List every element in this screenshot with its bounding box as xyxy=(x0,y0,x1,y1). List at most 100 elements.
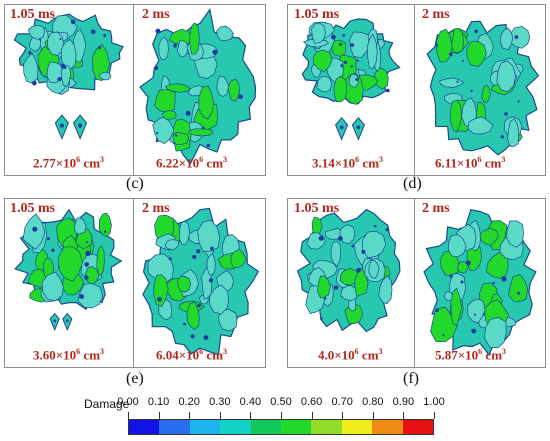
mesh-cell xyxy=(206,253,216,276)
damage-spot xyxy=(342,34,346,37)
mesh-cell xyxy=(333,75,348,103)
colorbar-tick xyxy=(189,412,191,419)
mesh-cell xyxy=(178,220,190,246)
damage-spot xyxy=(185,110,191,116)
damage-spot xyxy=(86,241,89,244)
colorbar-swatch xyxy=(129,420,160,434)
colorbar-tick xyxy=(372,412,374,419)
damage-spot xyxy=(318,235,324,241)
mesh-cell xyxy=(177,276,191,293)
damage-spot xyxy=(339,125,344,130)
colorbar-tick-label: 0.80 xyxy=(362,396,384,408)
damage-spot xyxy=(517,100,520,103)
damage-spot xyxy=(32,226,38,232)
mesh-cell xyxy=(60,38,77,70)
damage-spot xyxy=(32,80,37,86)
panel-caption: (c) xyxy=(126,175,144,192)
damage-spot xyxy=(210,246,214,251)
mesh-cell xyxy=(41,271,64,302)
volume-label: 3.14×106 cm3 xyxy=(312,155,384,171)
time-label: 1.05 ms xyxy=(10,7,56,22)
mesh-cell xyxy=(164,83,191,93)
mesh-cell xyxy=(58,246,83,282)
damage-spot xyxy=(59,123,64,128)
mesh-cell xyxy=(27,24,45,40)
mesh-cell xyxy=(368,260,380,279)
time-label: 2 ms xyxy=(422,201,450,216)
damage-spot xyxy=(471,328,477,334)
colorbar-tick xyxy=(250,412,252,419)
damage-spot xyxy=(356,59,359,62)
damage-spot xyxy=(320,317,323,320)
colorbar-tick xyxy=(434,412,435,419)
panel-f-late: 2 ms 5.87×106 cm3 xyxy=(415,199,545,367)
damage-spot xyxy=(59,38,62,40)
damage-spot xyxy=(168,257,172,261)
colorbar-tick-label: 0.40 xyxy=(239,396,262,408)
colorbar-tick-label: 0.30 xyxy=(209,396,231,408)
mesh-cell xyxy=(98,71,112,81)
damage-spot xyxy=(504,112,508,116)
fragment-mesh-early xyxy=(13,13,124,140)
damage-spot xyxy=(343,60,347,64)
mesh-cell xyxy=(186,301,200,330)
fragment-mesh-late xyxy=(426,20,540,156)
damage-spot xyxy=(79,294,84,299)
mesh-cell xyxy=(430,306,458,343)
mesh-cell xyxy=(47,31,65,56)
time-label: 2 ms xyxy=(142,201,170,216)
mesh-cell xyxy=(366,33,378,69)
mesh-cell xyxy=(74,217,87,235)
mesh-cell xyxy=(162,110,177,120)
damage-spot xyxy=(386,88,390,93)
mesh-cell xyxy=(77,282,104,309)
damage-spot xyxy=(435,308,439,313)
mesh-cell xyxy=(216,25,235,41)
mesh-cell xyxy=(339,268,360,286)
panel-d-early: 1.05 ms 3.14×106 cm3 xyxy=(288,5,414,175)
damage-spot xyxy=(361,249,366,254)
damage-spot xyxy=(356,125,361,130)
mesh-cell xyxy=(448,234,467,258)
mesh-cell xyxy=(484,317,507,349)
mesh-cell xyxy=(216,75,230,97)
panel-e: 1.05 ms 3.60×106 cm3 2 ms 6.04×106 cm3 xyxy=(4,198,266,368)
damage-spot xyxy=(190,334,195,339)
fragment-mesh-early xyxy=(301,18,401,141)
mesh-cell xyxy=(60,64,71,88)
mesh-cell xyxy=(313,49,333,73)
fragment-mesh-early xyxy=(14,208,123,332)
colorbar-tick-label: 0.60 xyxy=(300,396,323,408)
damage-spot xyxy=(84,275,89,280)
panel-d: 1.05 ms 3.14×106 cm3 2 ms 6.11×106 cm3 xyxy=(287,4,546,176)
colorbar-tick-label: 0.90 xyxy=(392,396,415,408)
damage-spot xyxy=(206,143,210,148)
mesh-cell xyxy=(22,213,46,250)
damage-spot xyxy=(338,236,343,241)
colorbar-swatch xyxy=(250,420,282,434)
mesh-cell xyxy=(439,77,465,88)
colorbar-tick xyxy=(281,412,282,419)
colorbar-tick xyxy=(403,412,405,419)
damage-spot xyxy=(465,260,471,266)
damage-spot xyxy=(238,94,243,100)
colorbar-tick-label: 0.70 xyxy=(331,396,353,408)
damage-spot xyxy=(192,254,197,260)
mesh-cell xyxy=(316,75,332,93)
mesh-cell xyxy=(508,274,529,303)
damage-spot xyxy=(435,44,439,47)
damage-spot xyxy=(442,334,445,337)
colorbar-swatch xyxy=(372,420,403,434)
panel-f: 1.05 ms 4.0×106 cm3 2 ms 5.87×106 cm3 xyxy=(287,198,546,368)
mesh-cell xyxy=(209,284,230,315)
damage-spot xyxy=(155,28,161,34)
mesh-cell xyxy=(479,227,499,247)
mesh-cell xyxy=(158,36,169,61)
legend-title: Damage xyxy=(84,397,130,411)
mesh-cell xyxy=(450,99,463,133)
damage-spot xyxy=(462,59,464,62)
damage-spot xyxy=(98,45,102,50)
damage-spot xyxy=(460,280,464,284)
damage-colorbar xyxy=(128,419,434,435)
damage-spot xyxy=(85,250,91,256)
